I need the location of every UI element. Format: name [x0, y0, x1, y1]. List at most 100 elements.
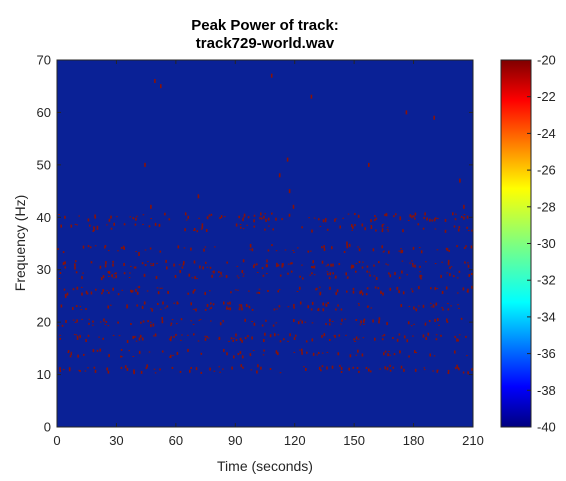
peak-marker	[414, 217, 416, 220]
peak-marker	[463, 214, 466, 215]
peak-marker	[383, 250, 385, 252]
peak-marker	[442, 308, 444, 311]
peak-marker	[261, 324, 264, 327]
peak-marker	[247, 335, 249, 338]
peak-marker	[453, 275, 455, 278]
peak-marker	[187, 292, 189, 295]
peak-marker	[87, 218, 90, 222]
peak-marker	[366, 270, 368, 273]
peak-marker	[210, 302, 212, 305]
x-axis-label: Time (seconds)	[217, 458, 313, 474]
x-tick-label: 210	[462, 433, 484, 448]
peak-marker	[456, 364, 458, 368]
peak-marker	[70, 351, 73, 353]
peak-marker	[429, 218, 431, 222]
peak-marker	[203, 248, 205, 252]
peak-marker	[329, 272, 332, 276]
peak-marker	[156, 287, 159, 289]
peak-marker	[292, 249, 294, 251]
peak-marker	[276, 308, 278, 310]
peak-marker	[441, 291, 444, 294]
x-tick-label: 0	[53, 433, 60, 448]
peak-marker	[301, 320, 303, 324]
peak-marker	[436, 369, 439, 373]
peak-marker	[441, 261, 443, 263]
peak-marker	[189, 369, 191, 373]
peak-marker	[466, 355, 468, 357]
peak-marker	[323, 248, 326, 251]
peak-marker	[106, 224, 108, 226]
sparse-peak-marker	[76, 335, 79, 340]
peak-marker	[299, 286, 301, 290]
peak-marker	[206, 266, 209, 268]
peak-marker	[465, 245, 467, 248]
peak-marker	[64, 266, 66, 269]
peak-marker	[133, 371, 135, 375]
peak-marker	[335, 308, 337, 311]
peak-marker	[347, 213, 350, 215]
peak-marker	[333, 335, 336, 337]
peak-marker	[327, 302, 329, 304]
peak-marker	[263, 339, 265, 342]
y-axis-ticks: 0 10 20 30 40 50 60 70	[37, 53, 473, 435]
peak-marker	[388, 272, 390, 275]
peak-marker	[67, 352, 70, 353]
peak-marker	[275, 350, 278, 354]
peak-marker	[165, 259, 167, 263]
peak-marker	[204, 292, 206, 295]
peak-marker	[262, 354, 265, 356]
peak-marker	[311, 266, 313, 268]
peak-marker	[192, 290, 195, 294]
peak-marker	[350, 265, 353, 269]
peak-marker	[173, 263, 175, 267]
peak-marker	[368, 368, 370, 372]
peak-marker	[342, 217, 344, 219]
peak-marker	[457, 304, 459, 306]
peak-marker	[266, 259, 268, 263]
peak-marker	[444, 229, 447, 233]
peak-marker	[209, 367, 211, 371]
peak-marker	[147, 261, 149, 263]
peak-marker	[275, 217, 277, 221]
peak-marker	[205, 229, 208, 232]
peak-marker	[372, 248, 375, 252]
peak-marker	[107, 250, 110, 252]
peak-marker	[253, 225, 256, 228]
peak-marker	[94, 245, 97, 247]
peak-marker	[237, 289, 239, 291]
peak-marker	[108, 272, 111, 274]
peak-marker	[120, 355, 122, 358]
peak-marker	[75, 334, 78, 336]
peak-marker	[381, 228, 384, 231]
peak-marker	[208, 214, 211, 217]
peak-marker	[62, 369, 65, 371]
peak-marker	[199, 319, 202, 321]
peak-marker	[276, 265, 278, 268]
peak-marker	[117, 321, 119, 324]
peak-marker	[361, 266, 364, 269]
peak-marker	[368, 271, 371, 273]
peak-marker	[434, 318, 436, 322]
peak-marker	[237, 277, 240, 279]
peak-marker	[132, 217, 135, 220]
peak-marker	[287, 340, 289, 342]
peak-marker	[338, 334, 341, 337]
peak-marker	[263, 349, 265, 352]
peak-marker	[58, 278, 61, 279]
peak-marker	[210, 213, 213, 216]
peak-marker	[325, 218, 327, 221]
peak-marker	[239, 224, 242, 225]
peak-marker	[260, 366, 262, 370]
peak-marker	[132, 356, 135, 357]
peak-marker	[387, 264, 389, 266]
peak-marker	[232, 337, 235, 339]
peak-marker	[195, 308, 197, 312]
peak-marker	[367, 305, 369, 307]
peak-marker	[191, 277, 194, 279]
peak-marker	[460, 215, 463, 218]
peak-marker	[267, 217, 270, 221]
peak-marker	[112, 260, 114, 263]
peak-marker	[400, 304, 403, 308]
peak-marker	[458, 307, 460, 309]
peak-marker	[226, 307, 228, 310]
